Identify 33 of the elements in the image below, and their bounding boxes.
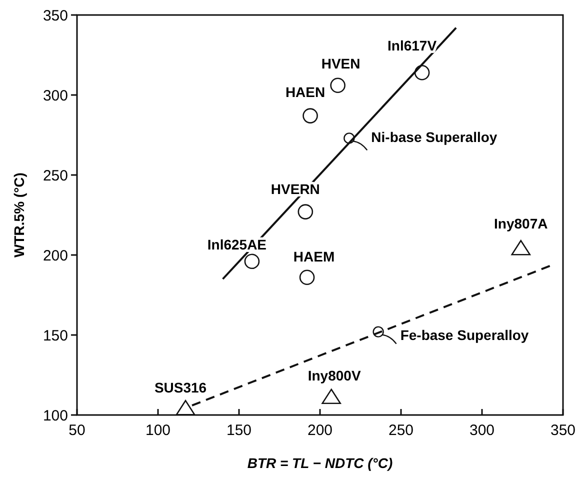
annotation: Iny807A	[494, 216, 548, 232]
point	[176, 400, 196, 416]
x-tick-label: 100	[145, 422, 171, 439]
annotation: Inl617V	[388, 38, 438, 54]
annotation: Iny800V	[308, 367, 362, 384]
y-tick-label: 150	[42, 327, 68, 344]
y-tick-label: 200	[42, 247, 68, 264]
point	[511, 240, 531, 256]
annotation: Ni-base Superalloy	[371, 129, 498, 146]
y-tick-label: 100	[42, 407, 68, 424]
point	[298, 204, 314, 220]
x-tick-label: 300	[469, 422, 495, 439]
x-tick-label: 150	[226, 422, 252, 439]
point	[330, 78, 346, 94]
x-tick-label: 50	[68, 422, 86, 439]
x-axis-title: BTR = TL − NDTC (°C)	[247, 455, 394, 471]
x-tick-label: 350	[550, 422, 576, 439]
annotation: HAEN	[285, 84, 326, 100]
y-axis-title: WTR.5% (°C)	[11, 172, 27, 258]
point	[414, 64, 430, 80]
y-tick-label: 350	[42, 7, 68, 24]
x-tick-label: 250	[388, 422, 414, 439]
point	[322, 388, 341, 404]
annotation: HVEN	[321, 55, 360, 72]
x-tick-label: 200	[307, 422, 333, 439]
point	[302, 108, 318, 124]
point	[244, 254, 260, 270]
annotation: SUS316	[154, 380, 207, 396]
annotation: Fe-base Superalloy	[400, 326, 529, 343]
y-tick-label: 250	[42, 167, 68, 184]
y-tick-label: 300	[42, 87, 68, 104]
annotation: HAEM	[293, 248, 335, 264]
point	[299, 270, 315, 286]
